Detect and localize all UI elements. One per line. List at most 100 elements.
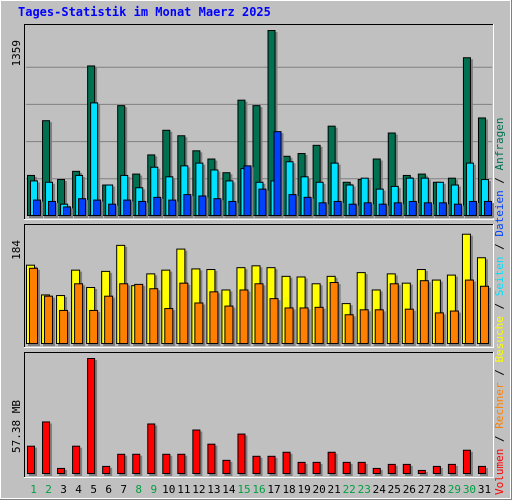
x-tick-label-19: 19 (297, 483, 310, 496)
bar-dateien-day-28 (438, 202, 447, 216)
x-tick-label-2: 2 (45, 483, 52, 496)
bar-dateien-day-17 (273, 131, 282, 217)
y-axis-label-traffic: 1359 (10, 40, 23, 67)
x-tick-label-12: 12 (192, 483, 205, 496)
legend-separator: / (493, 170, 506, 190)
bar-volumen-day-4 (72, 445, 81, 474)
bar-dateien-day-26 (408, 200, 417, 216)
bar-volumen-day-3 (57, 467, 66, 475)
bar-volumen-day-9 (147, 423, 156, 475)
bar-rechner-day-29 (449, 310, 459, 345)
legend-entry-besuche: Besuche (493, 316, 506, 362)
bar-rechner-day-16 (254, 283, 264, 345)
bar-dateien-day-29 (453, 203, 462, 216)
legend-text: Volumen / Rechner / Besuche / Seiten / D… (493, 117, 506, 495)
bar-volumen-day-13 (207, 443, 216, 474)
bar-dateien-day-20 (318, 202, 327, 216)
legend-entry-anfragen: Anfragen (493, 117, 506, 170)
bar-dateien-day-9 (153, 196, 162, 216)
bar-dateien-day-27 (423, 202, 432, 216)
panel-traffic: 1359 (10, 24, 494, 220)
bar-volumen-day-16 (252, 455, 261, 475)
bar-rechner-day-27 (419, 280, 429, 344)
bar-rechner-day-1 (29, 267, 38, 345)
y-axis-label-visits: 184 (10, 240, 23, 260)
legend-separator: / (493, 296, 506, 316)
bar-rechner-day-15 (239, 289, 249, 345)
bar-volumen-day-29 (447, 463, 456, 474)
bar-volumen-day-1 (27, 445, 35, 474)
legend-entry-volumen: Volumen (493, 449, 506, 495)
bar-rechner-day-7 (119, 283, 129, 345)
bar-dateien-day-7 (123, 199, 132, 216)
bar-dateien-day-5 (93, 199, 102, 216)
bar-dateien-day-1 (33, 199, 41, 216)
x-tick-label-9: 9 (150, 483, 157, 496)
chart-legend: Volumen / Rechner / Besuche / Seiten / D… (493, 117, 506, 495)
x-tick-label-28: 28 (433, 483, 446, 496)
legend-entry-rechner: Rechner (493, 382, 506, 429)
bar-volumen-day-31 (477, 465, 486, 474)
panel-visits: 184 (10, 224, 494, 348)
bar-dateien-day-18 (288, 194, 297, 217)
bar-rechner-day-21 (329, 282, 339, 345)
legend-entry-dateien: Dateien (493, 190, 506, 236)
bar-rechner-day-23 (359, 309, 369, 345)
x-tick-label-16: 16 (252, 483, 265, 496)
x-tick-label-1: 1 (30, 483, 37, 496)
panel-volume: 57.38 MB (10, 352, 494, 478)
chart-panels: 1359 184 57.38 MB (10, 24, 494, 478)
bar-volumen-day-30 (462, 449, 471, 474)
bar-volumen-day-23 (357, 461, 366, 474)
bar-rechner-day-14 (224, 305, 234, 344)
x-tick-label-11: 11 (177, 483, 190, 496)
bar-dateien-day-14 (228, 200, 237, 216)
bar-rechner-day-18 (284, 307, 294, 344)
bar-rechner-day-12 (194, 302, 204, 345)
bar-volumen-day-28 (432, 465, 441, 474)
bar-volumen-day-25 (387, 463, 396, 474)
bar-volumen-day-21 (327, 451, 336, 475)
bar-rechner-day-24 (374, 309, 384, 345)
bar-dateien-day-25 (393, 202, 402, 216)
x-tick-label-13: 13 (207, 483, 220, 496)
x-tick-label-10: 10 (162, 483, 175, 496)
series-dateien (33, 131, 494, 218)
bar-volumen-day-19 (297, 461, 306, 474)
bar-volumen-day-24 (372, 467, 381, 475)
y-axis-label-volume: 57.38 MB (10, 400, 23, 453)
x-tick-label-6: 6 (105, 483, 112, 496)
x-tick-label-5: 5 (90, 483, 97, 496)
bar-seiten-day-5 (90, 102, 99, 216)
bar-rechner-day-20 (314, 306, 324, 344)
bar-dateien-day-30 (468, 200, 477, 216)
x-tick-label-24: 24 (373, 483, 387, 496)
bar-dateien-day-12 (198, 195, 207, 216)
x-tick-label-22: 22 (343, 483, 356, 496)
legend-separator: / (493, 237, 506, 257)
bar-volumen-day-22 (342, 461, 351, 474)
bar-volumen-day-11 (177, 453, 186, 475)
bar-volumen-day-17 (267, 455, 276, 475)
bar-rechner-day-31 (479, 285, 489, 344)
bar-dateien-day-23 (363, 202, 372, 216)
bar-dateien-day-3 (63, 206, 72, 217)
bar-rechner-day-30 (464, 279, 474, 344)
bar-rechner-day-22 (344, 314, 354, 344)
x-tick-label-18: 18 (282, 483, 295, 496)
bar-volumen-day-10 (162, 453, 171, 475)
bar-rechner-day-26 (404, 308, 414, 344)
x-tick-label-4: 4 (75, 483, 82, 496)
bar-rechner-day-19 (299, 307, 309, 344)
x-tick-label-7: 7 (120, 483, 127, 496)
x-tick-label-8: 8 (135, 483, 142, 496)
bar-rechner-day-28 (434, 312, 444, 344)
x-tick-label-3: 3 (60, 483, 67, 496)
bar-volumen-day-5 (87, 358, 96, 474)
x-tick-label-26: 26 (403, 483, 416, 496)
x-tick-label-14: 14 (222, 483, 236, 496)
bar-dateien-day-6 (108, 203, 117, 216)
x-tick-label-21: 21 (328, 483, 341, 496)
